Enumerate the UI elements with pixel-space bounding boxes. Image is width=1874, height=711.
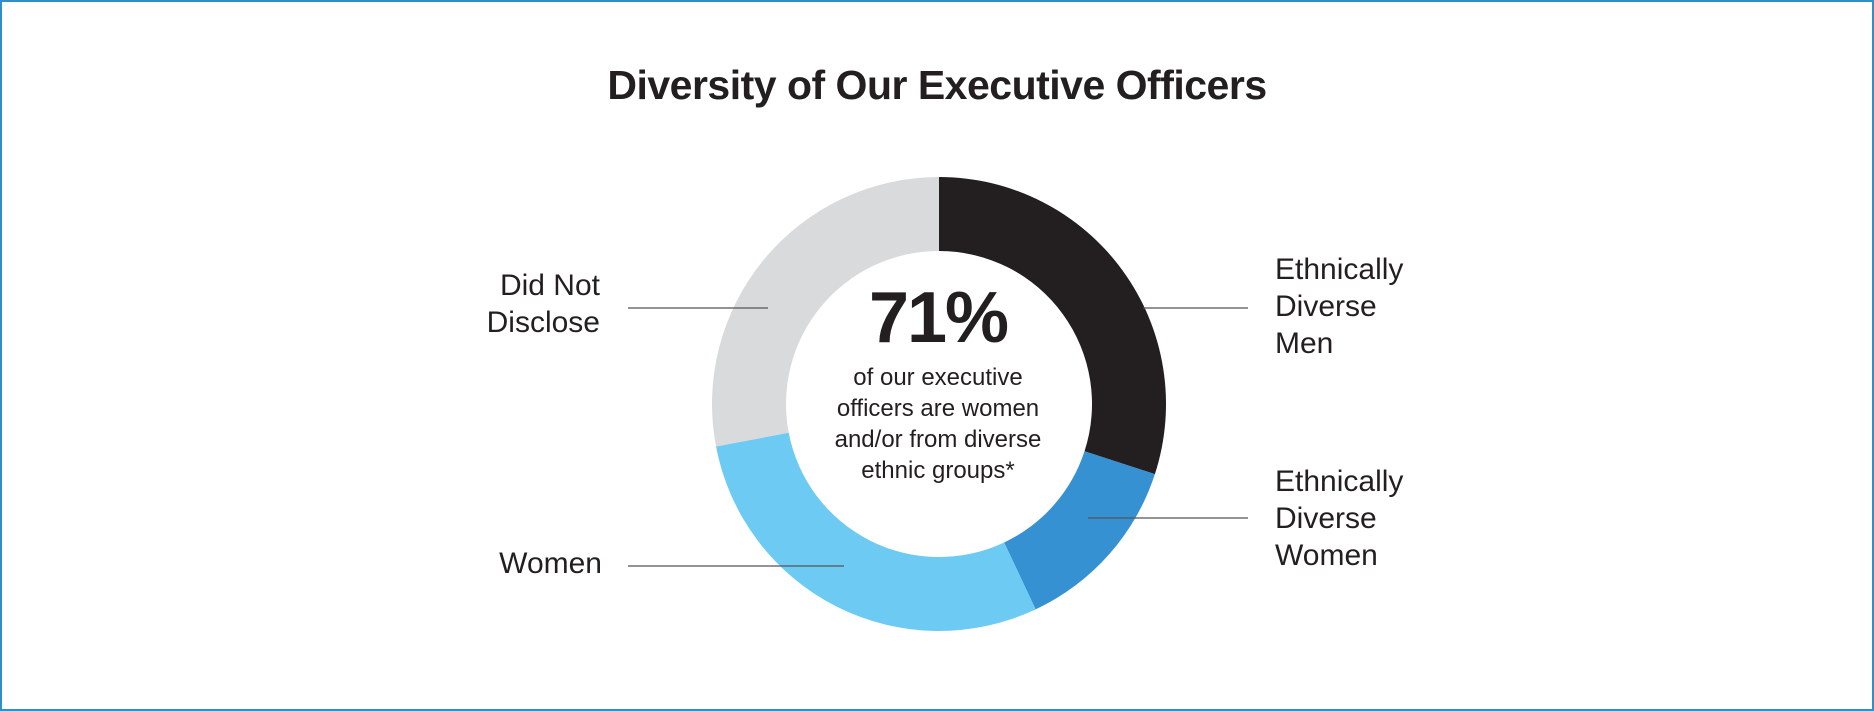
- slice-ethnically-diverse-women: [1004, 451, 1155, 610]
- slice-did-not-disclose: [712, 177, 939, 447]
- slice-ethnically-diverse-men: [939, 177, 1166, 475]
- label-line: Diverse: [1275, 502, 1377, 535]
- center-callout: 71% of our executive officers are women …: [788, 282, 1088, 486]
- label-line: Men: [1275, 327, 1334, 360]
- label-line: Ethnically: [1275, 253, 1404, 286]
- label-ethnically-diverse-men: Ethnically Diverse Men: [1275, 251, 1403, 362]
- label-line: Women: [499, 547, 602, 580]
- center-percentage: 71%: [868, 278, 1009, 358]
- label-line: Disclose: [486, 306, 600, 339]
- label-line: Ethnically: [1275, 465, 1404, 498]
- slice-women: [716, 432, 1036, 631]
- label-ethnically-diverse-women: Ethnically Diverse Women: [1275, 463, 1403, 574]
- label-line: Diverse: [1275, 290, 1377, 323]
- label-line: Did Not: [499, 269, 600, 302]
- chart-title: Diversity of Our Executive Officers: [607, 62, 1267, 108]
- center-description: of our executive officers are women and/…: [834, 364, 1042, 484]
- label-line: Women: [1275, 539, 1378, 572]
- label-did-not-disclose: Did Not Disclose: [440, 267, 600, 341]
- label-women: Women: [440, 545, 602, 582]
